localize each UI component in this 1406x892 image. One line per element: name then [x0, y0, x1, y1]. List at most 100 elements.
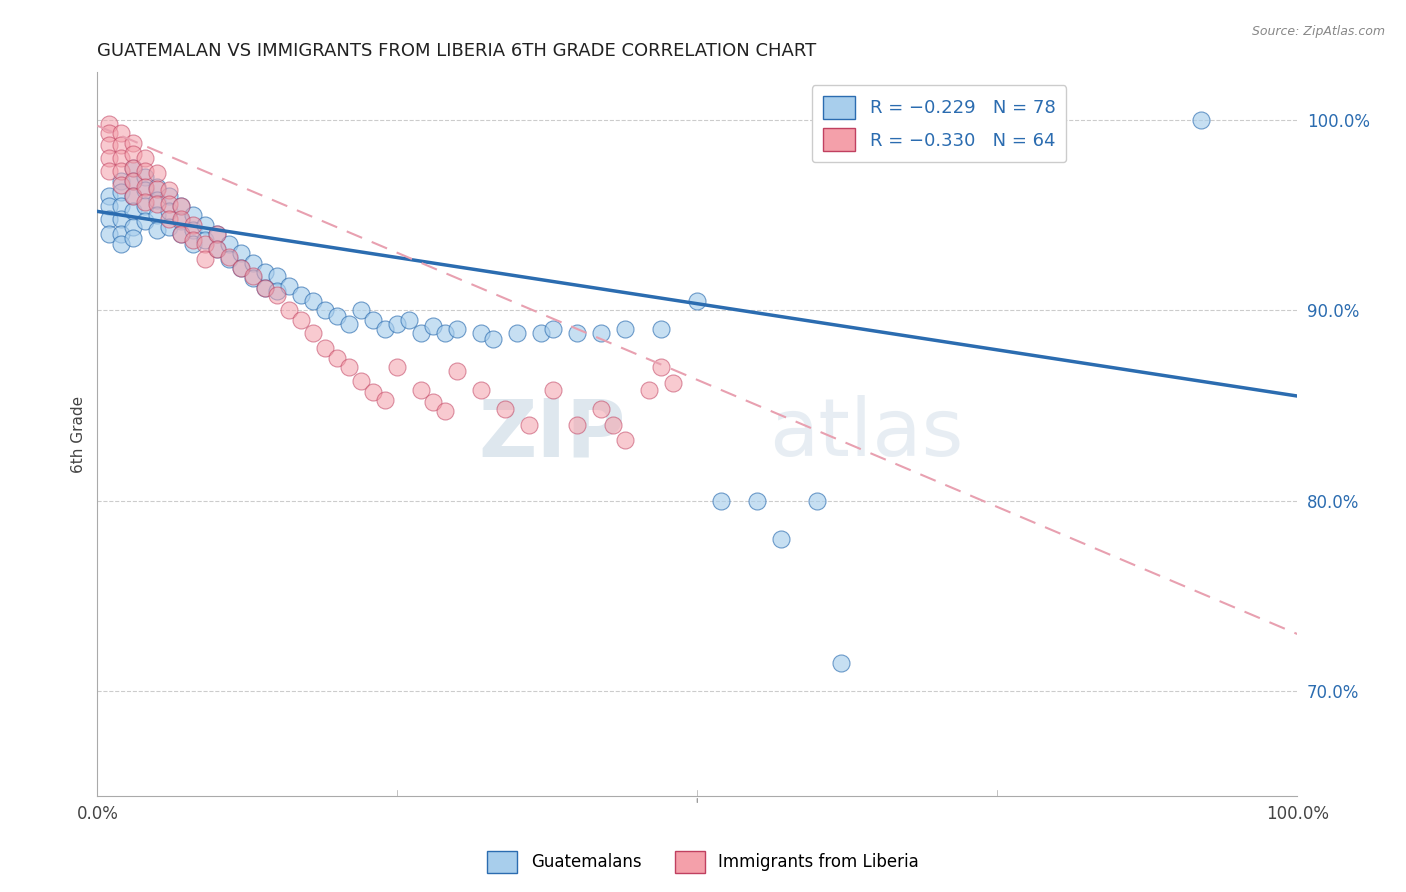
Point: [254, 280, 277, 294]
Point: [134, 214, 156, 228]
Point: [387, 360, 409, 375]
Point: [374, 322, 396, 336]
Point: [290, 288, 312, 302]
Point: [194, 236, 217, 251]
Point: [98, 126, 121, 140]
Point: [446, 322, 468, 336]
Point: [314, 342, 336, 356]
Point: [614, 322, 637, 336]
Point: [350, 303, 373, 318]
Point: [614, 433, 637, 447]
Point: [278, 278, 301, 293]
Text: Source: ZipAtlas.com: Source: ZipAtlas.com: [1251, 25, 1385, 38]
Point: [183, 208, 205, 222]
Point: [110, 236, 132, 251]
Point: [157, 189, 180, 203]
Legend: Guatemalans, Immigrants from Liberia: Guatemalans, Immigrants from Liberia: [481, 845, 925, 880]
Point: [194, 218, 217, 232]
Point: [506, 326, 529, 341]
Text: ZIP: ZIP: [478, 395, 626, 473]
Point: [98, 199, 121, 213]
Point: [110, 174, 132, 188]
Point: [218, 252, 240, 266]
Point: [157, 184, 180, 198]
Point: [110, 199, 132, 213]
Point: [110, 227, 132, 242]
Point: [517, 417, 540, 432]
Point: [686, 293, 709, 308]
Point: [231, 261, 253, 276]
Point: [98, 164, 121, 178]
Point: [747, 493, 769, 508]
Legend: R = −0.229   N = 78, R = −0.330   N = 64: R = −0.229 N = 78, R = −0.330 N = 64: [811, 85, 1066, 162]
Text: GUATEMALAN VS IMMIGRANTS FROM LIBERIA 6TH GRADE CORRELATION CHART: GUATEMALAN VS IMMIGRANTS FROM LIBERIA 6T…: [97, 42, 817, 60]
Point: [157, 212, 180, 227]
Point: [170, 212, 193, 227]
Point: [638, 384, 661, 398]
Point: [170, 227, 193, 242]
Point: [146, 166, 169, 180]
Point: [254, 265, 277, 279]
Point: [122, 161, 145, 175]
Point: [422, 318, 444, 333]
Point: [110, 151, 132, 165]
Point: [110, 164, 132, 178]
Point: [122, 174, 145, 188]
Point: [146, 196, 169, 211]
Point: [134, 179, 156, 194]
Point: [363, 385, 385, 400]
Point: [543, 384, 565, 398]
Point: [710, 493, 733, 508]
Point: [110, 126, 132, 140]
Point: [134, 199, 156, 213]
Point: [446, 364, 468, 378]
Point: [122, 161, 145, 175]
Point: [326, 309, 349, 323]
Point: [207, 227, 229, 242]
Point: [170, 199, 193, 213]
Point: [183, 233, 205, 247]
Point: [218, 236, 240, 251]
Point: [170, 199, 193, 213]
Point: [314, 303, 336, 318]
Point: [194, 233, 217, 247]
Point: [231, 246, 253, 260]
Point: [134, 170, 156, 185]
Point: [530, 326, 553, 341]
Point: [266, 269, 288, 284]
Point: [207, 227, 229, 242]
Point: [110, 178, 132, 192]
Point: [567, 417, 589, 432]
Point: [567, 326, 589, 341]
Point: [591, 402, 613, 417]
Point: [374, 392, 396, 407]
Point: [98, 137, 121, 152]
Point: [218, 250, 240, 264]
Point: [183, 218, 205, 232]
Point: [387, 317, 409, 331]
Point: [146, 179, 169, 194]
Point: [1189, 113, 1212, 128]
Point: [134, 164, 156, 178]
Point: [830, 656, 852, 670]
Point: [98, 227, 121, 242]
Point: [98, 117, 121, 131]
Point: [98, 189, 121, 203]
Point: [266, 288, 288, 302]
Point: [363, 313, 385, 327]
Point: [422, 394, 444, 409]
Point: [98, 151, 121, 165]
Point: [470, 326, 492, 341]
Point: [650, 322, 672, 336]
Point: [806, 493, 828, 508]
Point: [337, 360, 360, 375]
Point: [494, 402, 516, 417]
Point: [157, 196, 180, 211]
Point: [122, 219, 145, 234]
Point: [398, 313, 420, 327]
Point: [482, 332, 505, 346]
Text: atlas: atlas: [769, 395, 963, 473]
Point: [122, 136, 145, 150]
Point: [183, 223, 205, 237]
Point: [146, 181, 169, 195]
